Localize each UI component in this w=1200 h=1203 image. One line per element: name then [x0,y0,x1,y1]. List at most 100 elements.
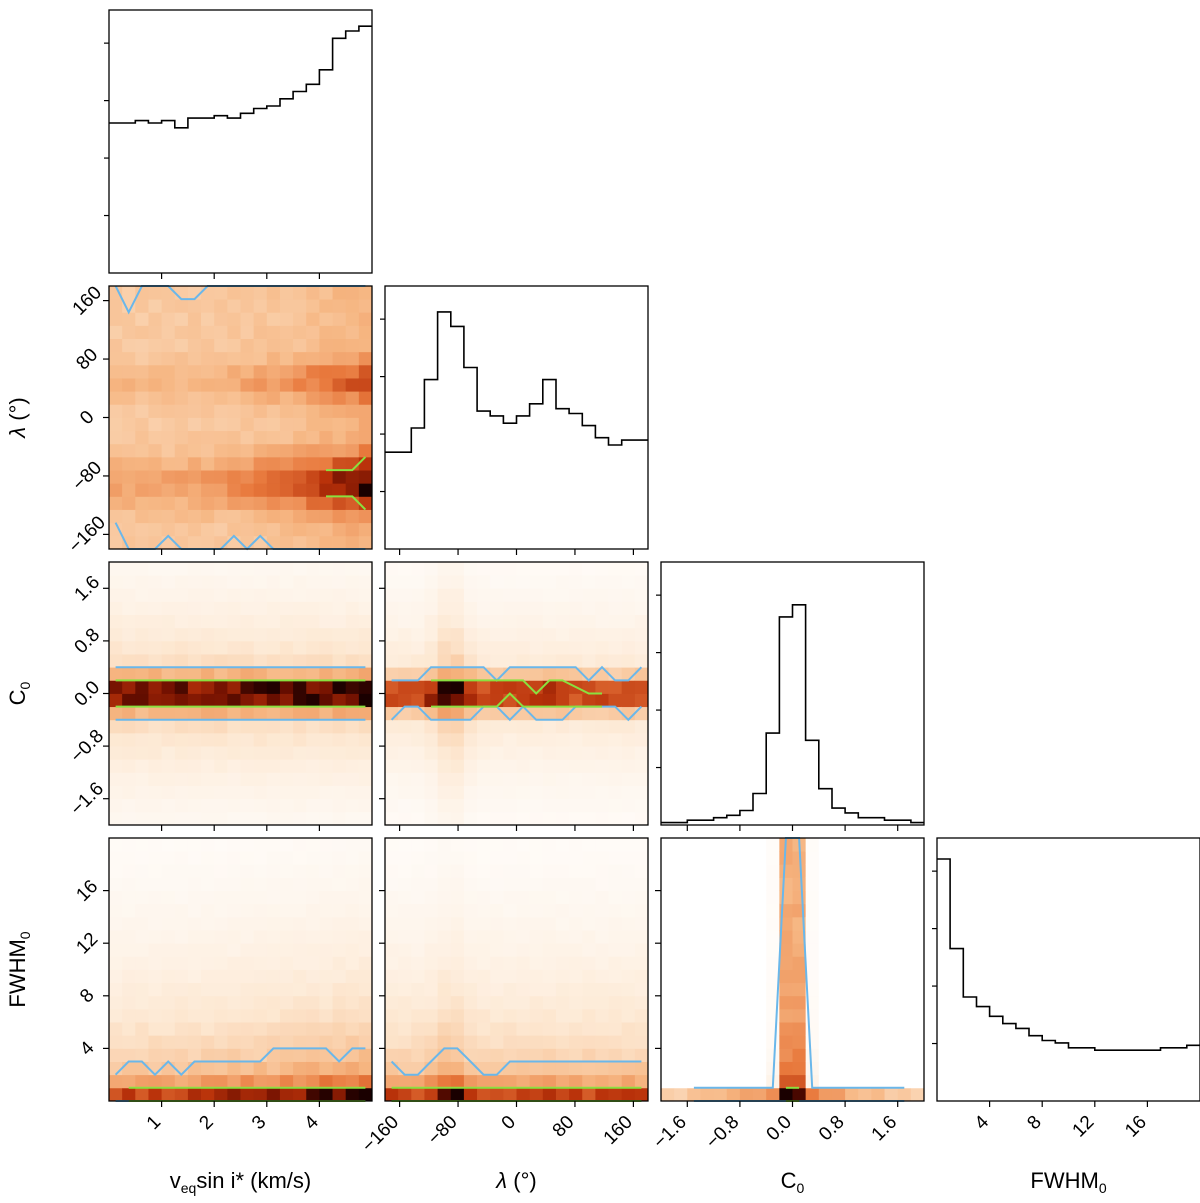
density-cell [739,943,754,957]
density-cell [726,877,741,891]
density-cell [358,732,373,747]
density-cell [332,391,347,405]
density-cell [319,1074,333,1089]
density-cell [411,930,425,944]
density-cell [122,811,136,826]
density-cell [621,627,636,642]
density-cell [753,1035,767,1049]
density-cell [555,732,570,747]
density-cell [739,969,754,984]
density-cell [279,1087,294,1102]
density-cell [411,562,425,576]
density-cell [306,864,320,878]
density-cell [122,916,136,931]
density-cell [135,982,149,997]
density-cell [306,430,320,445]
density-cell [595,588,609,602]
density-cell [135,417,149,432]
density-cell [227,680,241,694]
density-cell [332,338,347,353]
density-cell [542,601,557,615]
density-cell [818,943,833,957]
density-cell [398,588,412,602]
density-cell [266,798,281,813]
density-cell [398,798,412,813]
density-cell [831,995,846,1010]
density-cell [503,667,517,681]
density-cell [608,1022,623,1036]
density-cell [319,693,333,708]
y-tick-label: −80 [69,457,107,495]
density-cell [279,982,294,997]
density-cell [161,1074,176,1089]
density-cell [358,575,373,589]
density-cell [174,943,189,957]
density-cell [122,982,136,997]
density-cell [450,877,465,891]
density-cell [555,995,570,1010]
density-cell [792,890,807,905]
density-cell [608,640,623,655]
density-cell [595,680,609,694]
density-cell [424,601,438,615]
density-cell [240,890,255,905]
density-cell [385,930,399,944]
density-cell [109,562,123,576]
density-cell [174,496,189,510]
density-cell [503,772,517,786]
density-cell [661,1087,675,1102]
density-cell [109,417,123,432]
density-cell [214,838,228,852]
density-cell [122,956,136,970]
density-cell [279,851,294,865]
density-cell [161,798,176,813]
density-cell [253,1074,268,1089]
density-cell [227,509,241,524]
density-cell [477,680,491,694]
density-cell [227,470,241,484]
density-cell [450,772,465,786]
density-cell [608,1008,623,1023]
density-cell [529,969,544,984]
density-cell [161,575,176,589]
density-cell [345,614,360,629]
density-cell [174,772,189,786]
density-cell [674,890,688,905]
density-cell [661,956,675,970]
density-cell [279,1074,294,1089]
density-cell [240,693,255,708]
density-cell [411,719,425,734]
density-cell [910,969,925,984]
density-cell [109,640,123,655]
density-cell [201,575,215,589]
density-cell [477,969,491,984]
density-cell [279,903,294,918]
density-cell [450,969,465,984]
density-cell [122,286,136,300]
density-cell [319,916,333,931]
density-cell [345,378,360,392]
density-cell [753,864,767,878]
density-cell [542,903,557,918]
density-cell [227,785,241,800]
density-cell [897,930,912,944]
density-cell [542,746,557,760]
x-axis-title-FWHM0: FWHM0 [1030,1168,1106,1196]
density-cell [332,522,347,537]
density-cell [634,890,649,905]
density-cell [700,890,714,905]
density-cell [542,1074,557,1089]
density-cell [634,956,649,970]
density-cell [674,1048,688,1062]
density-cell [187,351,202,366]
density-cell [411,943,425,957]
density-cell [818,1035,833,1049]
density-cell [319,338,333,353]
density-cell [595,1035,609,1049]
density-cell [345,838,360,852]
density-cell [174,1048,189,1062]
density-cell [621,838,636,852]
density-cell [345,640,360,655]
density-cell [555,864,570,878]
density-cell [148,601,162,615]
